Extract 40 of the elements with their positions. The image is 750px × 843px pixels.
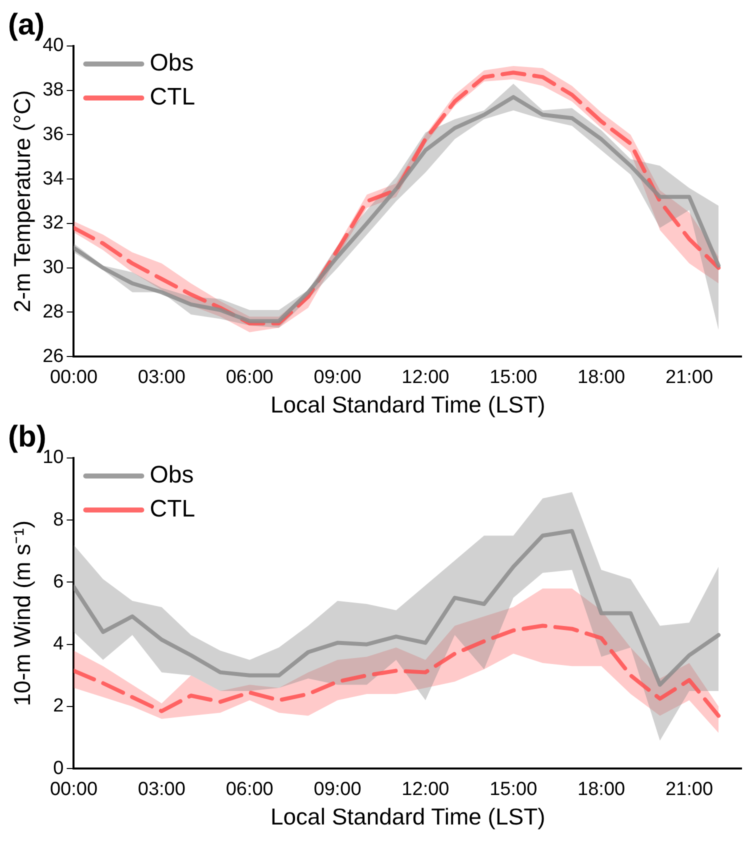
y-tick-label: 40 <box>42 35 64 56</box>
x-tick-label: 06:00 <box>226 367 274 388</box>
x-tick-label: 12:00 <box>402 779 450 800</box>
y-tick-label: 32 <box>42 212 64 234</box>
y-tick-label: 34 <box>42 168 64 190</box>
legend-label: Obs <box>150 462 194 489</box>
x-tick-label: 00:00 <box>50 779 98 800</box>
legend-label: CTL <box>150 496 196 523</box>
x-tick-label: 06:00 <box>226 779 274 800</box>
x-tick-label: 09:00 <box>314 779 362 800</box>
legend-label: CTL <box>150 84 196 111</box>
y-tick-label: 38 <box>42 80 64 101</box>
x-tick-label: 21:00 <box>665 367 714 388</box>
y-tick-label: 8 <box>53 509 64 530</box>
x-tick-label: 18:00 <box>578 779 626 800</box>
y-tick-label: 36 <box>42 124 64 145</box>
y-tick-label: 10 <box>42 447 64 468</box>
y-tick-label: 4 <box>53 634 64 655</box>
x-axis-title: Local Standard Time (LST) <box>270 804 546 830</box>
y-tick-label: 2 <box>53 696 64 717</box>
x-tick-label: 03:00 <box>138 367 186 388</box>
x-tick-label: 15:00 <box>490 367 538 388</box>
y-axis-title: 2-m Temperature (°C) <box>9 90 36 312</box>
x-tick-label: 03:00 <box>138 779 186 800</box>
x-tick-label: 00:00 <box>50 367 98 388</box>
x-tick-label: 12:00 <box>402 367 450 388</box>
line-series <box>74 624 721 718</box>
legend-label: Obs <box>150 50 194 77</box>
x-tick-label: 18:00 <box>578 367 626 388</box>
y-axis-title: 10-m Wind (m s⁻¹) <box>9 520 36 706</box>
chart-title: (a) <box>8 8 45 42</box>
y-tick-label: 28 <box>42 301 64 322</box>
x-axis-title: Local Standard Time (LST) <box>270 392 546 418</box>
y-tick-label: 6 <box>53 571 64 592</box>
x-tick-label: 15:00 <box>490 779 538 800</box>
y-tick-label: 30 <box>42 257 64 278</box>
y-tick-label: 26 <box>42 346 64 367</box>
x-tick-label: 21:00 <box>665 779 714 800</box>
y-tick-label: 0 <box>53 758 64 779</box>
x-tick-label: 09:00 <box>314 367 362 388</box>
